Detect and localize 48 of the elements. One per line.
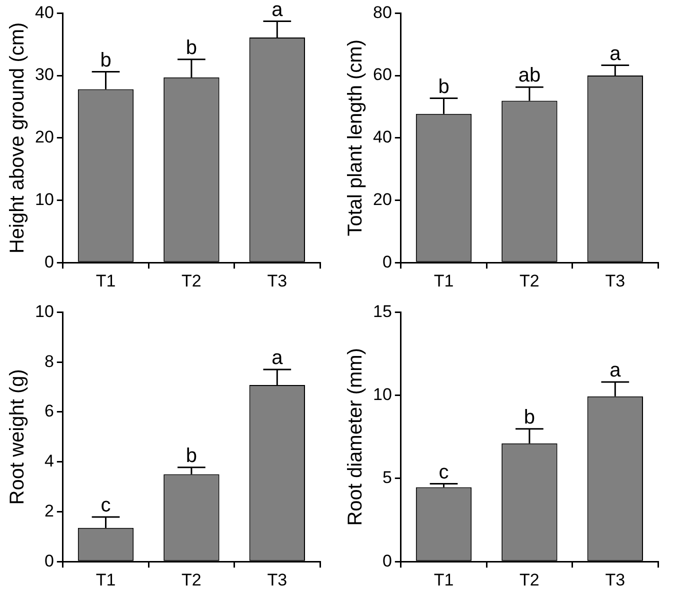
- y-tick-label: 8: [44, 352, 54, 371]
- annotation: b: [186, 444, 198, 467]
- x-tick-label: T1: [96, 271, 116, 290]
- x-tick-label: T3: [605, 570, 626, 590]
- y-tick-label: 40: [372, 128, 392, 147]
- y-axis-title: Total plant length (cm): [344, 40, 367, 236]
- y-tick-label: 40: [34, 2, 54, 22]
- y-tick-label: 0: [44, 252, 54, 272]
- y-tick-label: 0: [44, 551, 54, 570]
- y-tick-label: 10: [372, 385, 392, 404]
- x-tick-label: T1: [96, 570, 116, 590]
- y-tick-label: 0: [382, 252, 392, 272]
- annotation: a: [610, 360, 622, 382]
- x-tick-label: T2: [520, 570, 540, 590]
- y-tick-label: 80: [372, 2, 392, 22]
- y-tick-label: 0: [382, 551, 392, 570]
- annotation: a: [272, 0, 284, 21]
- x-tick-label: T1: [434, 570, 454, 590]
- y-axis-title: Height above ground (cm): [6, 22, 29, 254]
- y-tick-label: 5: [382, 468, 392, 488]
- annotation: c: [438, 461, 449, 484]
- annotation: b: [524, 406, 536, 428]
- y-tick-label: 30: [34, 65, 54, 84]
- annotation: b: [438, 76, 450, 98]
- x-tick-label: T2: [520, 271, 540, 290]
- y-tick-label: 4: [44, 452, 54, 471]
- y-tick-label: 10: [34, 190, 54, 209]
- x-tick-label: T3: [267, 271, 288, 290]
- x-tick-label: T3: [605, 271, 626, 290]
- y-tick-label: 20: [34, 128, 54, 147]
- x-tick-label: T2: [182, 570, 202, 590]
- y-tick-label: 2: [44, 501, 54, 520]
- annotation: a: [272, 347, 284, 370]
- x-tick-label: T2: [182, 271, 202, 290]
- y-tick-label: 6: [44, 402, 54, 421]
- x-tick-label: T1: [434, 271, 454, 290]
- annotation: b: [100, 49, 112, 72]
- y-axis-title: Root diameter (mm): [344, 348, 367, 526]
- y-tick-label: 10: [34, 302, 54, 321]
- y-axis-title: Root weight (g): [6, 369, 29, 505]
- y-tick-label: 20: [372, 190, 392, 209]
- y-tick-label: 15: [372, 302, 392, 321]
- y-tick-label: 60: [372, 65, 392, 84]
- x-tick-label: T3: [267, 570, 288, 590]
- annotation: a: [610, 42, 622, 65]
- annotation: ab: [518, 64, 541, 87]
- annotation: c: [100, 494, 111, 516]
- annotation: b: [186, 36, 198, 59]
